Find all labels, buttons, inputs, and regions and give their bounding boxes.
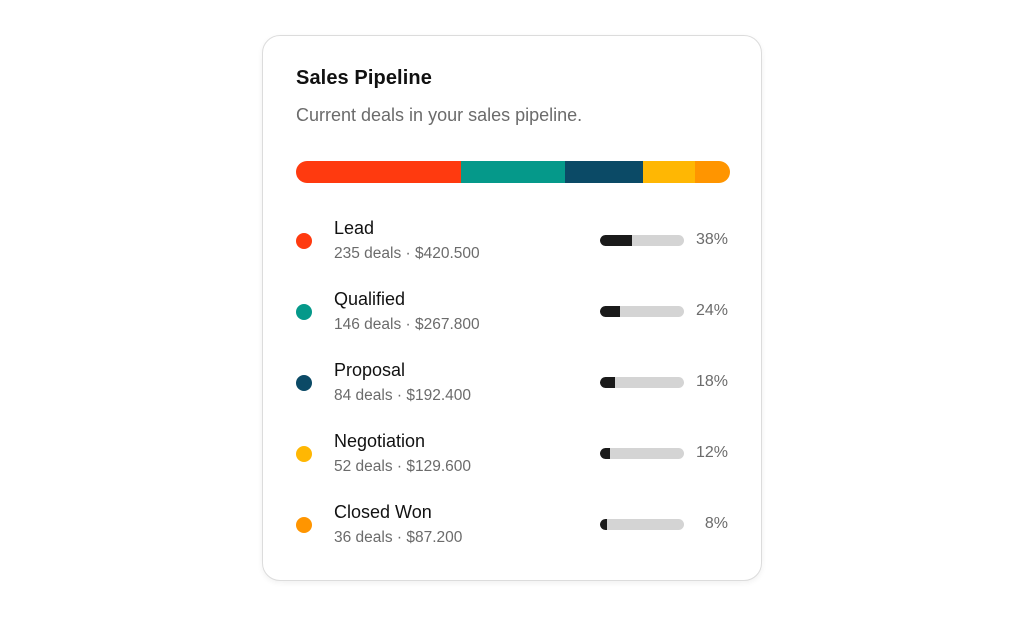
- stage-deals-summary: 235 deals · $420.500: [334, 245, 480, 262]
- stage-progress-bar: [600, 519, 684, 530]
- stage-progress-fill: [600, 377, 616, 388]
- pipeline-segment-closed-won: [695, 161, 730, 183]
- stage-progress-bar: [600, 377, 684, 388]
- stage-name: Closed Won: [334, 502, 432, 522]
- stage-color-dot: [296, 233, 312, 249]
- stage-row: Proposal 84 deals · $192.400 18%: [263, 359, 761, 409]
- stage-row: Qualified 146 deals · $267.800 24%: [263, 288, 761, 338]
- pipeline-segment-qualified: [460, 161, 566, 183]
- card-title: Sales Pipeline: [296, 67, 432, 89]
- stage-name: Lead: [334, 218, 375, 238]
- card-subtitle: Current deals in your sales pipeline.: [296, 105, 583, 125]
- stage-name: Qualified: [334, 289, 406, 309]
- stage-percent: 24%: [695, 302, 728, 319]
- stage-color-dot: [296, 304, 312, 320]
- stage-progress-bar: [600, 306, 684, 317]
- stage-name: Negotiation: [334, 431, 426, 451]
- pipeline-segment-negotiation: [643, 161, 696, 183]
- stage-progress-fill: [600, 306, 621, 317]
- stage-row: Negotiation 52 deals · $129.600 12%: [263, 430, 761, 480]
- stage-progress-fill: [600, 448, 611, 459]
- sales-pipeline-card: Sales Pipeline Current deals in your sal…: [262, 35, 762, 581]
- stage-deals-summary: 36 deals · $87.200: [334, 529, 463, 546]
- stage-percent: 38%: [695, 231, 728, 248]
- stage-deals-summary: 146 deals · $267.800: [334, 316, 480, 333]
- stage-progress-fill: [600, 519, 607, 530]
- pipeline-stacked-bar: [296, 161, 730, 183]
- stage-row: Closed Won 36 deals · $87.200 8%: [263, 501, 761, 551]
- pipeline-segment-lead: [296, 161, 461, 183]
- stage-percent: 18%: [695, 373, 728, 390]
- stage-deals-summary: 84 deals · $192.400: [334, 387, 472, 404]
- stage-progress-bar: [600, 235, 684, 246]
- pipeline-segment-proposal: [565, 161, 644, 183]
- stage-name: Proposal: [334, 360, 406, 380]
- stage-percent: 8%: [704, 515, 728, 532]
- stage-percent: 12%: [695, 444, 728, 461]
- stage-progress-bar: [600, 448, 684, 459]
- stage-progress-fill: [600, 235, 632, 246]
- stage-deals-summary: 52 deals · $129.600: [334, 458, 472, 475]
- stage-row: Lead 235 deals · $420.500 38%: [263, 217, 761, 267]
- stage-color-dot: [296, 517, 312, 533]
- stage-color-dot: [296, 375, 312, 391]
- stage-color-dot: [296, 446, 312, 462]
